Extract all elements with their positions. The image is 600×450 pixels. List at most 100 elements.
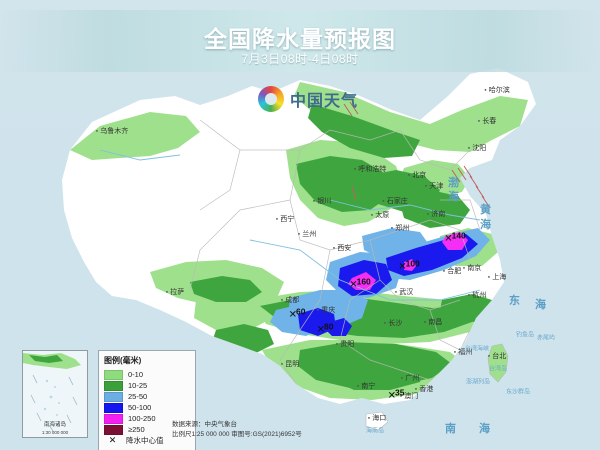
city-label: 长沙 xyxy=(384,318,402,328)
city-label: 南宁 xyxy=(357,381,375,391)
data-source-text: 数据来源：中央气象台 xyxy=(172,421,237,428)
sea-label: 渤 xyxy=(448,177,462,189)
city-label: 福州 xyxy=(454,347,472,357)
legend-title: 图例(毫米) xyxy=(104,356,142,365)
sea-label: 海 xyxy=(448,191,462,203)
city-label: 石家庄 xyxy=(382,196,408,206)
city-label: 北京 xyxy=(408,170,426,180)
precip-center-value: 100 xyxy=(405,258,420,269)
brand-name: 中国天气 xyxy=(290,93,359,110)
city-label: 济南 xyxy=(427,209,445,219)
precip-center-x-icon: ✕ xyxy=(387,390,396,401)
precip-center-x-icon: ✕ xyxy=(444,233,453,244)
precip-center-x-icon: ✕ xyxy=(349,279,358,290)
legend-swatch xyxy=(104,380,123,391)
precip-center-x-icon: ✕ xyxy=(288,309,297,320)
sea-label: 海 xyxy=(535,299,549,311)
sea-label: 海 xyxy=(480,219,494,231)
city-label: 贵阳 xyxy=(336,339,354,349)
precip-center-icon: ✕ xyxy=(108,435,117,445)
legend-swatch xyxy=(104,413,123,424)
city-label: 武汉 xyxy=(395,287,413,297)
precip-center-value: 35 xyxy=(394,387,405,398)
city-label: 成都 xyxy=(281,295,299,305)
precip-center-marker: ✕ 160 xyxy=(349,277,371,294)
legend-item: ≥250 xyxy=(104,424,190,435)
city-label: 合肥 xyxy=(443,266,461,276)
legend-label: 100-250 xyxy=(128,414,156,423)
legend-item-center: ✕ 降水中心值 xyxy=(104,435,190,446)
city-label: 西宁 xyxy=(276,214,294,224)
legend-item: 50-100 xyxy=(104,402,190,413)
feature-label: 东沙群岛 xyxy=(505,389,531,396)
legend-swatch xyxy=(104,402,123,413)
legend-swatch xyxy=(104,424,123,435)
precip-center-marker: ✕ 80 xyxy=(317,322,334,339)
weather-swirl-icon xyxy=(258,86,284,112)
sea-label: 海 xyxy=(479,423,493,435)
legend-label: 50-100 xyxy=(128,403,152,412)
legend-item: 0-10 xyxy=(104,369,190,380)
precip-center-marker: ✕ 140 xyxy=(444,231,466,248)
city-label: 哈尔滨 xyxy=(484,85,510,95)
south-china-sea-inset: 南海诸岛 1:30 000 000 xyxy=(22,350,88,438)
city-label: 兰州 xyxy=(298,229,316,239)
inset-scale: 1:30 000 000 xyxy=(41,430,69,435)
feature-label: 赤尾屿 xyxy=(536,335,556,342)
city-label: 长春 xyxy=(478,116,496,126)
forecast-period: 7月3日08时-4日08时 xyxy=(241,52,359,66)
legend-label: 25-50 xyxy=(128,392,148,401)
sea-label: 东 xyxy=(509,295,523,307)
precip-center-marker: ✕ 100 xyxy=(398,259,420,276)
precip-center-x-icon: ✕ xyxy=(398,261,407,272)
brand-logo: 中国天气 xyxy=(258,86,358,112)
legend-swatch xyxy=(104,369,123,380)
legend-label: 10-25 xyxy=(128,381,148,390)
feature-label: 钓鱼岛 xyxy=(515,332,535,339)
sea-label: 南 xyxy=(445,423,459,435)
city-label: 海口 xyxy=(368,413,386,423)
header-band xyxy=(0,10,600,72)
city-label: 台北 xyxy=(488,351,506,361)
city-label: 重庆 xyxy=(317,305,335,315)
precip-center-value: 80 xyxy=(323,321,334,332)
feature-label: 澎湖列岛 xyxy=(465,379,491,386)
city-label: 郑州 xyxy=(391,223,409,233)
city-label: 拉萨 xyxy=(166,287,184,297)
feature-label: 海南岛 xyxy=(365,428,385,435)
feature-label: 台湾岛 xyxy=(488,366,508,373)
inset-caption: 南海诸岛 xyxy=(43,422,66,428)
legend-panel: 图例(毫米) 0-10 10-25 25-50 50-100 100-250 ≥250 ✕… xyxy=(98,350,196,450)
city-label: 南京 xyxy=(463,263,481,273)
city-label: 银川 xyxy=(313,196,331,206)
legend-item: 10-25 xyxy=(104,380,190,391)
city-label: 澳门 xyxy=(400,391,418,401)
legend-label: 0-10 xyxy=(128,370,144,379)
city-label: 天津 xyxy=(425,181,443,191)
precip-center-value: 140 xyxy=(451,230,466,241)
feature-label: 台湾海峡 xyxy=(464,346,490,353)
legend-label: ≥250 xyxy=(128,425,145,434)
city-label: 太原 xyxy=(371,210,389,220)
legend-item: 100-250 xyxy=(104,413,190,424)
city-label: 沈阳 xyxy=(468,143,486,153)
legend-item: 25-50 xyxy=(104,391,190,402)
city-label: 乌鲁木齐 xyxy=(96,126,128,136)
city-label: 上海 xyxy=(488,272,506,282)
city-label: 南昌 xyxy=(424,317,442,327)
city-label: 呼和浩特 xyxy=(354,164,386,174)
sea-label: 黄 xyxy=(480,204,494,216)
inset-map-graphic xyxy=(23,351,87,437)
precip-center-value: 60 xyxy=(295,306,306,317)
precip-center-value: 160 xyxy=(356,276,371,287)
legend-label-center: 降水中心值 xyxy=(126,436,164,445)
page-title: 全国降水量预报图 xyxy=(204,26,396,52)
precip-center-marker: ✕ 60 xyxy=(289,307,306,324)
city-label: 昆明 xyxy=(281,359,299,369)
city-label: 广州 xyxy=(401,373,419,383)
precip-center-x-icon: ✕ xyxy=(316,324,325,335)
city-label: 香港 xyxy=(415,384,433,394)
legend-swatch xyxy=(104,391,123,402)
